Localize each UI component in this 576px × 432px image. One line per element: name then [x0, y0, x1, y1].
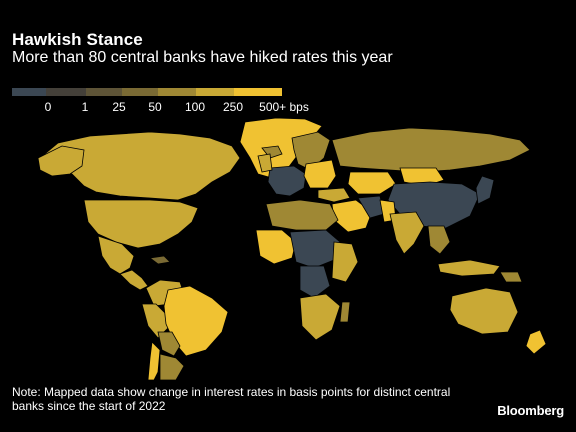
region-central-america: [119, 269, 149, 291]
chart-title: Hawkish Stance: [12, 30, 143, 49]
region-western-europe: [267, 165, 307, 197]
region-southeast-asia: [427, 225, 451, 255]
region-russia: [331, 127, 531, 173]
region-australia: [449, 287, 519, 335]
region-mexico: [97, 235, 135, 275]
legend: 0 1 25 50 100 250 500+ bps: [12, 88, 312, 120]
region-east-africa: [331, 241, 359, 283]
region-north-africa: [265, 199, 339, 231]
legend-swatch-0: [12, 88, 46, 96]
legend-label-4: 100: [184, 100, 206, 114]
world-map: [37, 118, 547, 380]
legend-swatch-6: [234, 88, 282, 96]
bloomberg-logo: Bloomberg: [497, 403, 564, 418]
legend-swatch-5: [196, 88, 234, 96]
region-indonesia: [437, 259, 501, 277]
legend-swatch-3: [122, 88, 158, 96]
region-chile: [147, 341, 161, 380]
legend-label-0: 0: [44, 100, 52, 114]
region-southern-africa: [299, 293, 341, 341]
legend-label-3: 50: [148, 100, 162, 114]
region-caribbean: [148, 255, 171, 265]
legend-label-6: 500+ bps: [259, 100, 309, 114]
region-turkey: [317, 187, 351, 203]
region-png: [499, 271, 523, 283]
chart-subtitle: More than 80 central banks have hiked ra…: [12, 49, 393, 66]
region-madagascar: [339, 301, 351, 323]
region-eastern-europe: [303, 159, 337, 189]
region-usa: [83, 199, 199, 249]
region-japan: [475, 175, 495, 205]
legend-label-2: 25: [112, 100, 126, 114]
region-bolivia: [157, 331, 181, 357]
region-congo: [299, 265, 331, 299]
region-canada: [39, 131, 241, 201]
region-west-africa: [255, 229, 297, 265]
footnote: Note: Mapped data show change in interes…: [12, 385, 451, 413]
legend-swatch-2: [86, 88, 122, 96]
region-central-asia: [347, 171, 397, 195]
region-india: [389, 211, 425, 255]
region-alaska: [37, 145, 85, 177]
region-uk: [257, 153, 273, 173]
legend-label-5: 250: [222, 100, 244, 114]
legend-label-1: 1: [81, 100, 89, 114]
region-new-zealand: [525, 329, 547, 355]
region-argentina: [159, 353, 185, 380]
region-brazil: [163, 285, 229, 357]
legend-swatch-4: [158, 88, 196, 96]
legend-swatch-1: [46, 88, 86, 96]
